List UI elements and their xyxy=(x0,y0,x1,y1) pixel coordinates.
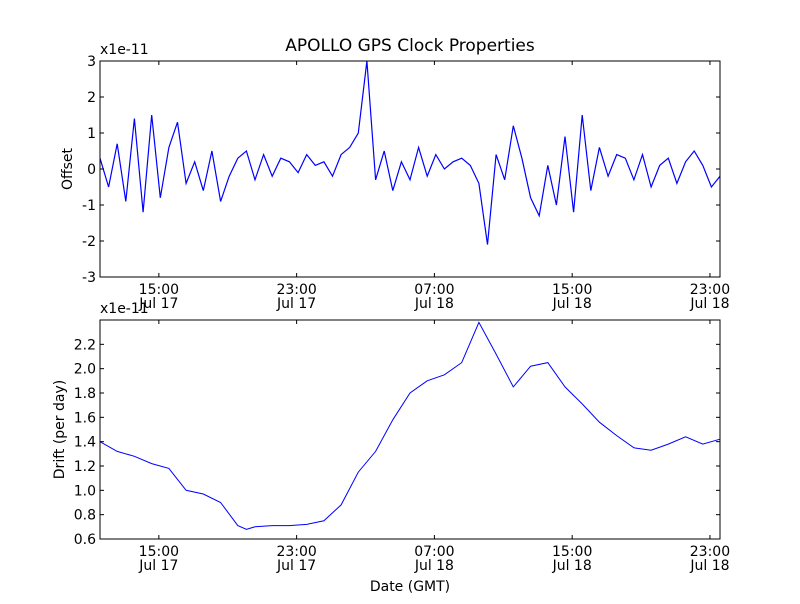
y-tick-label: 2.2 xyxy=(74,337,96,353)
y-tick-label: -2 xyxy=(82,234,96,250)
y-tick-label: 1.0 xyxy=(74,483,96,499)
y-tick-label: 1.4 xyxy=(74,435,96,451)
series-line xyxy=(99,321,721,530)
x-tick-date-label: Jul 17 xyxy=(138,558,178,574)
x-tick-date-label: Jul 18 xyxy=(552,296,592,312)
y-tick-label: 2.0 xyxy=(74,362,96,378)
y-tick-label: -1 xyxy=(82,198,96,214)
y-axis-label: Drift (per day) xyxy=(52,380,68,479)
plot-frame xyxy=(99,319,721,540)
x-tick-time-label: 07:00 xyxy=(414,544,454,560)
y-scale-label: x1e-11 xyxy=(100,301,149,317)
x-tick-time-label: 15:00 xyxy=(139,544,179,560)
x-axis-label: Date (GMT) xyxy=(370,579,450,595)
x-tick-date-label: Jul 18 xyxy=(552,558,592,574)
y-axis-label: Offset xyxy=(60,147,76,190)
x-tick-date-label: Jul 17 xyxy=(276,558,316,574)
x-tick-time-label: 23:00 xyxy=(690,282,730,298)
x-tick-date-label: Jul 18 xyxy=(414,296,454,312)
y-tick-label: 1.6 xyxy=(74,410,96,426)
chart-title: APOLLO GPS Clock Properties xyxy=(285,36,535,56)
x-tick-time-label: 23:00 xyxy=(276,544,316,560)
y-scale-label: x1e-11 xyxy=(100,42,149,58)
y-tick-label: 0.6 xyxy=(74,532,96,548)
y-tick-label: -3 xyxy=(82,270,96,286)
y-tick-label: 1.2 xyxy=(74,459,96,475)
x-tick-time-label: 15:00 xyxy=(552,544,592,560)
x-tick-date-label: Jul 17 xyxy=(138,296,178,312)
x-tick-date-label: Jul 18 xyxy=(689,296,729,312)
series-line xyxy=(99,60,721,245)
x-tick-date-label: Jul 17 xyxy=(276,296,316,312)
y-tick-label: 0 xyxy=(87,162,96,178)
x-tick-time-label: 15:00 xyxy=(139,282,179,298)
x-tick-time-label: 15:00 xyxy=(552,282,592,298)
x-tick-time-label: 23:00 xyxy=(276,282,316,298)
plot-frame xyxy=(99,60,721,278)
x-tick-time-label: 07:00 xyxy=(414,282,454,298)
y-tick-label: 1.8 xyxy=(74,386,96,402)
y-tick-label: 1 xyxy=(87,126,96,142)
y-tick-label: 2 xyxy=(87,90,96,106)
x-tick-time-label: 23:00 xyxy=(690,544,730,560)
x-tick-date-label: Jul 18 xyxy=(689,558,729,574)
x-tick-date-label: Jul 18 xyxy=(414,558,454,574)
y-tick-label: 3 xyxy=(87,54,96,70)
y-tick-label: 0.8 xyxy=(74,508,96,524)
